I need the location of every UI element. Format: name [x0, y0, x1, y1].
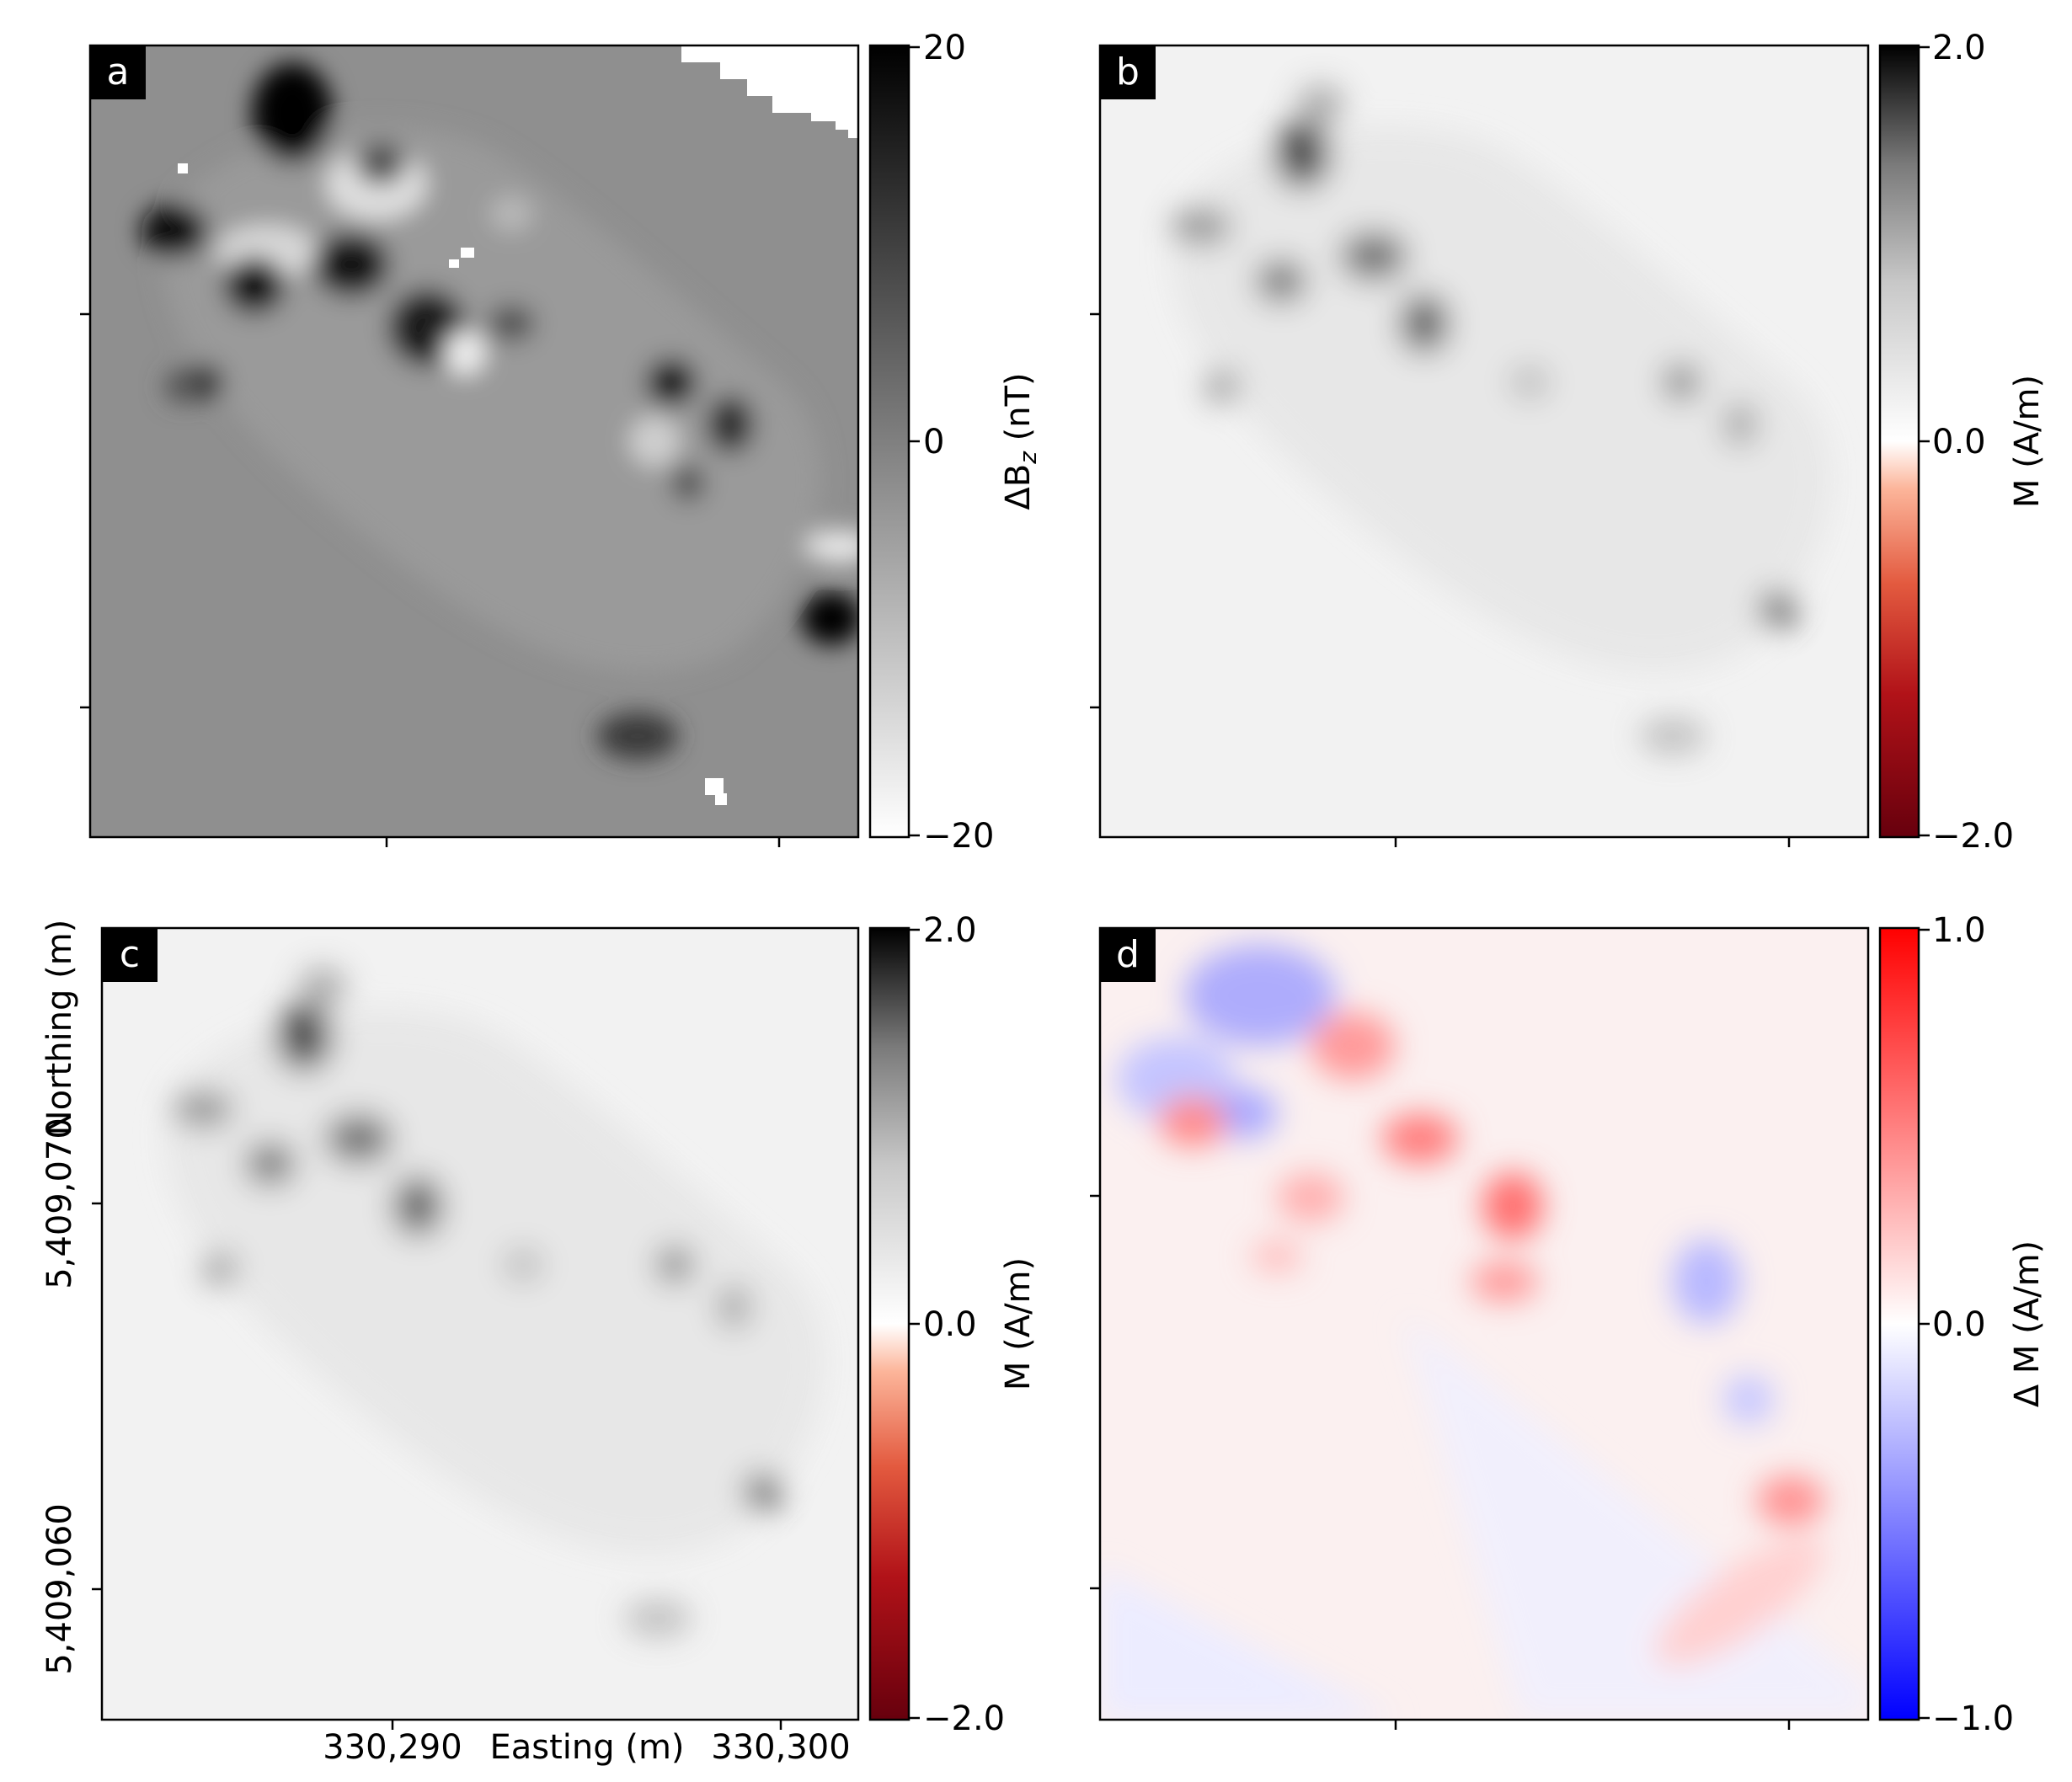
panel-d-letter: d [1116, 933, 1140, 976]
panel-b-letter-bg [1100, 45, 1156, 99]
panel-b-frame [1098, 44, 1870, 839]
panel-a-letter: a [107, 51, 130, 93]
panel-c-x-axis-title: Easting (m) [489, 1728, 684, 1767]
panel-a-cb-tick-bottom: −20 [923, 817, 994, 856]
panel-d-cb-tick-bottom: −1.0 [1932, 1699, 2014, 1738]
panel-b-letter: b [1116, 51, 1140, 93]
panel-b-cb-tick-bottom: −2.0 [1932, 817, 2014, 856]
panel-b-colorbar-gradient [1878, 44, 1920, 839]
panel-c-letter-bg [102, 928, 158, 982]
panel-c-y-tick-label-2: 5,409,060 [40, 1503, 79, 1675]
panel-a-cb-tick-top: 20 [923, 29, 966, 67]
panel-a-cb-tick-mid: 0 [923, 423, 944, 462]
panel-c-colorbar-gradient [868, 926, 911, 1721]
panel-d-colorbar-label: Δ M (A/m) [2008, 1240, 2047, 1407]
panel-b-colorbar-label: M (A/m) [2008, 375, 2047, 508]
panel-a-colorbar-label: ΔBz (nT) [999, 372, 1042, 510]
panel-c-letter: c [120, 933, 140, 976]
panel-d: d 1.0 0.0 −1.0 Δ M (A/m) [1090, 911, 2047, 1738]
panel-b-cb-tick-mid: 0.0 [1932, 423, 1986, 462]
panel-c-cb-tick-top: 2.0 [923, 911, 977, 950]
panel-c-colorbar: 2.0 0.0 −2.0 M (A/m) [868, 911, 1038, 1738]
panel-a-colorbar-gradient [868, 44, 911, 839]
panel-c-image [102, 928, 858, 1720]
panel-d-cb-tick-top: 1.0 [1932, 911, 1986, 950]
panel-a-colorbar: 20 0 −20 ΔBz (nT) [868, 29, 1042, 856]
panel-b: b 2.0 0.0 −2.0 M (A/m) [1090, 29, 2047, 856]
panel-a-letter-bg [90, 45, 146, 99]
panel-d-colorbar: 1.0 0.0 −1.0 Δ M (A/m) [1878, 911, 2047, 1738]
panel-c-y-tick-label-1: 5,409,070 [40, 1118, 79, 1289]
panel-b-colorbar: 2.0 0.0 −2.0 M (A/m) [1878, 29, 2047, 856]
panel-b-cb-tick-top: 2.0 [1932, 29, 1986, 67]
panel-a-axis-ticks [80, 312, 781, 847]
panel-c-frame [100, 926, 860, 1721]
panel-c-axis-ticks [92, 1202, 782, 1730]
panel-c-x-tick-label-1: 330,290 [323, 1728, 462, 1767]
panel-c-colorbar-label: M (A/m) [999, 1257, 1038, 1390]
panel-c-y-axis-title: Northing (m) [40, 920, 79, 1136]
panel-d-frame [1098, 926, 1870, 1721]
panel-d-letter-bg [1100, 928, 1156, 982]
panel-a: a 20 0 −20 ΔBz (nT) [80, 29, 1042, 856]
panel-b-image [1100, 45, 1868, 837]
panel-a-frame [88, 44, 860, 839]
panel-c-cb-tick-bottom: −2.0 [923, 1699, 1005, 1738]
panel-d-axis-ticks [1090, 1194, 1791, 1730]
panel-d-image [1100, 928, 1868, 1720]
panel-d-colorbar-gradient [1878, 926, 1920, 1721]
panel-c-cb-tick-mid: 0.0 [923, 1305, 977, 1344]
panel-d-cb-tick-mid: 0.0 [1932, 1305, 1986, 1344]
panel-c: c 330,290 330,300 Easting (m) 5,409,070 … [40, 911, 1038, 1767]
panel-a-image [90, 45, 858, 837]
panel-b-axis-ticks [1090, 312, 1791, 847]
panel-c-x-tick-label-2: 330,300 [711, 1728, 850, 1767]
